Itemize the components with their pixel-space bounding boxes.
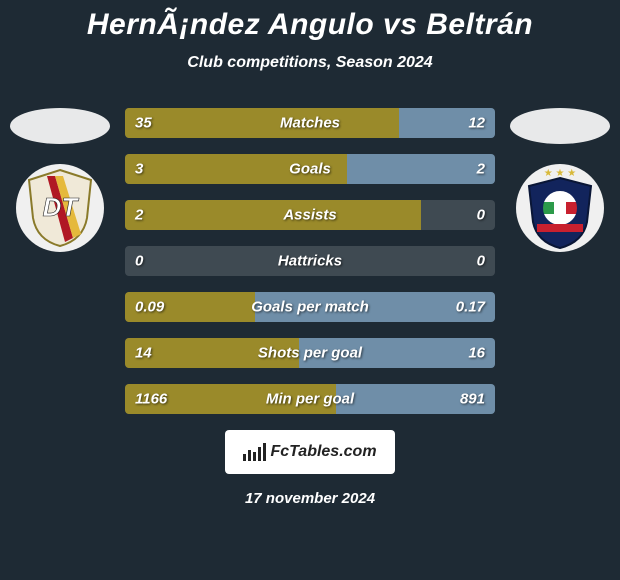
club-badge-left-icon: DT bbox=[25, 168, 95, 248]
stat-row: 0.09 0.17 Goals per match bbox=[125, 292, 495, 322]
logo-suffix: .com bbox=[339, 443, 376, 460]
stat-value-right: 12 bbox=[468, 115, 485, 132]
stat-row: 35 12 Matches bbox=[125, 108, 495, 138]
stat-row: 2 0 Assists bbox=[125, 200, 495, 230]
player-avatar-left bbox=[10, 108, 110, 144]
club-badge-right-icon: ★ ★ ★ bbox=[523, 166, 597, 250]
stat-value-left: 35 bbox=[135, 115, 152, 132]
stat-value-right: 16 bbox=[468, 345, 485, 362]
date-label: 17 november 2024 bbox=[0, 490, 620, 507]
svg-text:DT: DT bbox=[43, 192, 80, 222]
stat-label: Min per goal bbox=[266, 391, 354, 408]
logo-prefix: Fc bbox=[270, 443, 289, 460]
stat-value-left: 1166 bbox=[135, 391, 167, 408]
stat-value-left: 3 bbox=[135, 161, 143, 178]
logo-bold: Tables bbox=[289, 443, 339, 460]
stat-value-left: 2 bbox=[135, 207, 143, 224]
stat-bar-left bbox=[125, 200, 421, 230]
stat-value-right: 0 bbox=[477, 207, 485, 224]
stat-value-left: 0 bbox=[135, 253, 143, 270]
infographic-container: HernÃ¡ndez Angulo vs Beltrán Club compet… bbox=[0, 0, 620, 580]
stats-table: 35 12 Matches 3 2 Goals 2 0 Assists 0 0 Hattricks 0.… bbox=[125, 108, 495, 414]
bar-chart-icon bbox=[243, 443, 266, 461]
club-badge-left: DT bbox=[16, 164, 104, 252]
stat-row: 14 16 Shots per goal bbox=[125, 338, 495, 368]
stat-row: 1166 891 Min per goal bbox=[125, 384, 495, 414]
stat-label: Goals per match bbox=[251, 299, 369, 316]
stat-label: Hattricks bbox=[278, 253, 342, 270]
fctables-logo: FcTables.com bbox=[225, 430, 395, 474]
stat-label: Matches bbox=[280, 115, 340, 132]
stat-value-left: 14 bbox=[135, 345, 152, 362]
stat-label: Assists bbox=[283, 207, 336, 224]
stat-label: Shots per goal bbox=[258, 345, 362, 362]
stat-value-right: 891 bbox=[460, 391, 485, 408]
stat-value-right: 2 bbox=[477, 161, 485, 178]
page-title: HernÃ¡ndez Angulo vs Beltrán bbox=[0, 8, 620, 42]
stat-row: 0 0 Hattricks bbox=[125, 246, 495, 276]
stat-bar-left bbox=[125, 108, 399, 138]
main-area: DT ★ ★ ★ 35 12 Matches 3 2 Goals 2 0 Assists 0 0 Ha… bbox=[0, 108, 620, 507]
club-badge-right: ★ ★ ★ bbox=[516, 164, 604, 252]
stat-row: 3 2 Goals bbox=[125, 154, 495, 184]
subtitle: Club competitions, Season 2024 bbox=[0, 54, 620, 72]
stat-value-left: 0.09 bbox=[135, 299, 164, 316]
stat-value-right: 0.17 bbox=[456, 299, 485, 316]
player-avatar-right bbox=[510, 108, 610, 144]
stat-bar-right bbox=[347, 154, 495, 184]
logo-text: FcTables.com bbox=[270, 443, 376, 461]
stat-value-right: 0 bbox=[477, 253, 485, 270]
stat-label: Goals bbox=[289, 161, 331, 178]
